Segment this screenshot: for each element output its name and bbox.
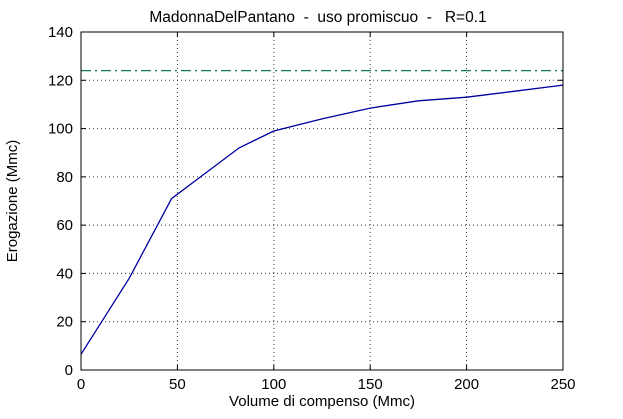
y-tick-label: 120 <box>48 72 73 89</box>
y-tick-label: 140 <box>48 24 73 41</box>
x-tick-label: 250 <box>550 376 575 393</box>
x-tick-label: 50 <box>169 376 186 393</box>
x-tick-label: 0 <box>77 376 85 393</box>
chart-title: MadonnaDelPantano - uso promiscuo - R=0.… <box>149 9 486 26</box>
y-tick-label: 0 <box>65 362 73 379</box>
y-tick-label: 60 <box>56 217 73 234</box>
x-tick-label: 150 <box>358 376 383 393</box>
x-tick-label: 100 <box>261 376 286 393</box>
axes-box <box>80 31 564 371</box>
plot-area: 0 50 100 150 200 250 0 20 40 60 80 100 120 140 <box>48 24 576 393</box>
y-tick-label: 20 <box>56 314 73 331</box>
y-tick-label: 100 <box>48 121 73 138</box>
y-tick-label: 80 <box>56 169 73 186</box>
y-tick-label: 40 <box>56 265 73 282</box>
y-axis-label: Erogazione (Mmc) <box>4 140 21 263</box>
x-tick-label: 200 <box>454 376 479 393</box>
erogazione-curve <box>80 84 564 355</box>
x-axis-label: Volume di compenso (Mmc) <box>229 393 415 410</box>
